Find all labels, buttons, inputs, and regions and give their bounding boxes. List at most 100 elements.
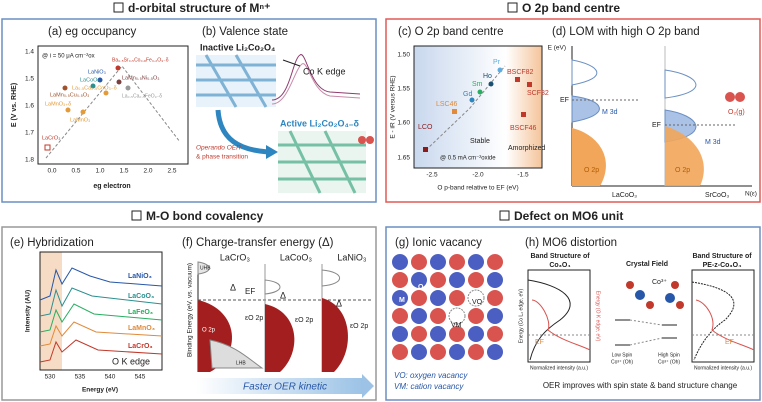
atom — [411, 272, 427, 288]
label: Co K edge — [303, 66, 346, 76]
plot-frame — [39, 251, 163, 371]
label: Δ — [336, 298, 342, 308]
atom — [468, 344, 484, 360]
series-label: LaFeO₃ — [128, 309, 153, 316]
box — [1, 18, 377, 203]
point-label: Ho — [483, 73, 492, 80]
label: Band Structure of — [692, 253, 752, 260]
atom — [392, 326, 408, 342]
point — [515, 77, 520, 82]
axis-label: Normalized intensity (a.u.) — [694, 365, 752, 371]
arrow-head — [362, 374, 374, 398]
label: Faster OER kinetic — [243, 382, 327, 393]
point-label: LaNiO₃ — [88, 69, 106, 75]
atom — [449, 344, 465, 360]
label: & phase transition — [196, 154, 248, 161]
tick-label: 2.5 — [167, 168, 176, 175]
atom — [468, 308, 484, 324]
point — [44, 144, 51, 151]
atom — [449, 254, 465, 270]
atom — [646, 301, 654, 309]
atom — [366, 136, 374, 144]
atom — [626, 281, 634, 289]
atom — [671, 281, 679, 289]
series-label: LaMnO₃ — [128, 325, 155, 332]
spectrum — [39, 303, 163, 333]
point-label: Sm — [472, 81, 483, 88]
tick-label: 1.55 — [397, 86, 410, 93]
label: VO — [472, 299, 483, 306]
atom — [735, 92, 745, 102]
point-label: LaCrO₃ — [42, 135, 60, 141]
label: SrCoO₃ — [705, 192, 729, 199]
tick-label: 1.5 — [25, 76, 34, 83]
atom — [487, 254, 503, 270]
atom — [358, 136, 366, 144]
label: O 2p — [584, 167, 599, 174]
atom — [449, 326, 465, 342]
band — [197, 261, 210, 275]
atom — [487, 290, 503, 306]
series-label: LaCrO₃ — [128, 343, 153, 350]
icon — [131, 210, 142, 221]
tick-label: 1.5 — [119, 168, 128, 175]
label: Δ — [280, 290, 286, 300]
region — [506, 46, 542, 168]
point — [469, 97, 475, 103]
spectrum — [527, 279, 571, 361]
point — [423, 147, 428, 152]
spectrum — [39, 339, 163, 363]
point — [80, 109, 86, 115]
point-label: La₀.₅Ca₀.₅FeO₃₋δ — [122, 93, 162, 99]
panel-title: (h) MO6 distortion — [525, 237, 617, 249]
plot-frame — [413, 45, 543, 169]
band — [572, 128, 606, 186]
label: Operando OER — [196, 145, 241, 152]
band — [264, 279, 281, 295]
legend-label: VO: oxygen vacancy — [394, 371, 468, 380]
label: Inactive Li₂Co₂O₄ — [200, 42, 275, 52]
label: εO 2p — [295, 317, 313, 324]
point-label: Gd — [463, 91, 472, 98]
tick-label: 540 — [105, 374, 116, 381]
spectrum — [39, 267, 163, 301]
label: EF — [245, 287, 255, 296]
band — [665, 126, 704, 186]
tick-label: 0.0 — [47, 168, 56, 175]
section-header: Defect on MO6 unit — [514, 209, 623, 223]
axis-label: Intensity (AU) — [25, 290, 32, 332]
label: Crystal Field — [626, 261, 668, 268]
atom — [487, 272, 503, 288]
label: εO 2p — [245, 315, 263, 322]
axis-label: Binding Energy (eV, vs. vacuum) — [187, 263, 194, 357]
panel-title: (a) eg occupancy — [48, 26, 136, 38]
label: Active Li₂Co₂O₄₋δ — [280, 118, 360, 128]
spectrum — [691, 281, 735, 361]
point-label: LaCoO₃ — [80, 77, 100, 83]
tick-label: -2.0 — [472, 172, 484, 179]
tick-label: 535 — [75, 374, 86, 381]
point-label: La₀.₅Ca₀.₅CoO₃₋δ — [72, 85, 117, 91]
label: Low Spin — [612, 352, 633, 358]
panel-title: (e) Hybridization — [10, 237, 94, 249]
label: Band Structure of — [530, 253, 590, 260]
label: LaCoO₃ — [280, 252, 313, 262]
label: εO 2p — [350, 323, 368, 330]
arrow — [196, 378, 362, 394]
axis-label: Normalized intensity (a.u.) — [530, 365, 588, 371]
axis-label: E - iR (V versus RHE) — [390, 75, 397, 138]
region — [414, 46, 506, 168]
point-label: LaMnO₃ — [70, 117, 90, 123]
atom — [430, 344, 446, 360]
levels — [629, 319, 663, 346]
label: UHB — [200, 265, 211, 271]
box — [1, 226, 377, 401]
label: EF — [652, 122, 661, 129]
point-label: SCF82 — [527, 90, 549, 97]
point-label: LaMn₀.₅Cu₀.₅O₃ — [50, 92, 89, 98]
tick-label: 0.5 — [71, 168, 80, 175]
lattice — [392, 254, 503, 360]
atom — [676, 301, 684, 309]
label: Co₃O₄ — [549, 262, 570, 269]
